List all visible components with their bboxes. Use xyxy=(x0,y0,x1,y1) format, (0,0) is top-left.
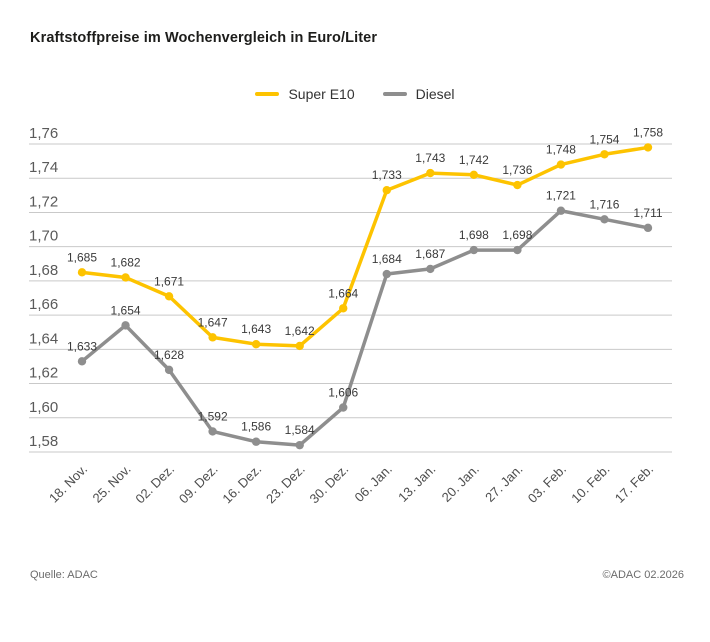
data-point-label-diesel: 1,698 xyxy=(502,228,532,242)
data-point-label-diesel: 1,711 xyxy=(633,206,662,220)
data-point-label-super-e10: 1,643 xyxy=(241,322,271,336)
data-point-super-e10 xyxy=(556,160,566,169)
x-axis-tick-label: 09. Dez. xyxy=(176,462,221,507)
data-point-diesel xyxy=(164,365,174,375)
data-point-label-super-e10: 1,733 xyxy=(372,168,402,182)
source-label: Quelle: ADAC xyxy=(30,569,98,581)
x-axis-tick-label: 02. Dez. xyxy=(132,462,177,507)
y-axis-tick-label: 1,74 xyxy=(29,159,58,176)
data-point-diesel xyxy=(339,403,348,412)
data-point-diesel xyxy=(77,357,87,366)
y-axis-tick-label: 1,68 xyxy=(29,262,58,279)
data-point-label-diesel: 1,698 xyxy=(459,228,489,242)
copyright-label: ©ADAC 02.2026 xyxy=(602,569,685,581)
legend-swatch-super-e10 xyxy=(255,92,280,96)
data-point-super-e10 xyxy=(164,292,174,301)
data-point-label-diesel: 1,654 xyxy=(111,303,141,317)
y-axis-tick-label: 1,64 xyxy=(29,330,58,347)
x-axis-tick-label: 23. Dez. xyxy=(263,462,308,507)
chart-svg: 1,58 1,60 1,62 1,64 1,66 1,68 1,70 1,72 1,74 1,76… xyxy=(29,125,672,507)
legend-item-super-e10: Super E10 xyxy=(255,86,355,102)
data-point-label-super-e10: 1,754 xyxy=(589,132,619,146)
data-point-super-e10 xyxy=(339,304,348,313)
x-axis-tick-label: 27. Jan. xyxy=(482,462,525,505)
x-axis-tick-label: 16. Dez. xyxy=(219,462,264,507)
data-point-label-super-e10: 1,743 xyxy=(415,151,445,165)
data-point-label-diesel: 1,687 xyxy=(415,247,445,261)
data-point-label-super-e10: 1,736 xyxy=(502,163,532,177)
data-point-super-e10 xyxy=(251,340,261,349)
data-point-diesel xyxy=(556,206,566,215)
data-point-super-e10 xyxy=(513,180,522,190)
data-point-label-super-e10: 1,647 xyxy=(198,315,228,329)
data-point-label-diesel: 1,684 xyxy=(372,252,402,266)
legend-swatch-diesel xyxy=(382,92,407,96)
y-axis-tick-label: 1,66 xyxy=(29,296,58,313)
data-point-label-super-e10: 1,682 xyxy=(111,255,141,269)
y-axis-tick-label: 1,62 xyxy=(29,365,58,382)
data-point-label-diesel: 1,628 xyxy=(154,348,184,362)
data-point-label-super-e10: 1,685 xyxy=(67,250,97,264)
y-axis-tick-label: 1,70 xyxy=(29,228,58,245)
y-axis-tick-label: 1,58 xyxy=(29,433,58,450)
x-axis-tick-label: 20. Jan. xyxy=(439,462,482,505)
data-point-diesel xyxy=(513,245,522,255)
y-axis-tick-label: 1,76 xyxy=(29,125,58,142)
chart-legend: Super E10 Diesel xyxy=(0,86,710,102)
data-point-label-diesel: 1,584 xyxy=(285,423,315,437)
chart-footer: Quelle: ADAC ©ADAC 02.2026 xyxy=(30,569,684,581)
data-point-label-super-e10: 1,748 xyxy=(546,143,576,157)
legend-item-diesel: Diesel xyxy=(382,86,455,102)
x-axis-tick-label: 10. Feb. xyxy=(568,462,612,506)
data-point-label-super-e10: 1,742 xyxy=(459,153,489,167)
data-point-label-super-e10: 1,671 xyxy=(154,274,184,288)
data-point-label-super-e10: 1,642 xyxy=(285,324,315,338)
data-point-diesel xyxy=(382,269,391,279)
legend-label-diesel: Diesel xyxy=(415,86,455,102)
data-point-diesel xyxy=(600,215,609,224)
data-point-diesel xyxy=(208,427,217,436)
y-axis-tick-label: 1,60 xyxy=(29,399,58,416)
data-point-diesel xyxy=(295,440,304,450)
x-axis-tick-label: 18. Nov. xyxy=(46,462,90,506)
series-line-super-e10 xyxy=(80,145,650,348)
data-point-label-diesel: 1,633 xyxy=(67,339,97,353)
data-point-super-e10 xyxy=(208,333,217,342)
x-axis-tick-label: 30. Dez. xyxy=(307,462,352,507)
data-point-super-e10 xyxy=(77,268,87,277)
data-point-diesel xyxy=(426,264,435,274)
data-point-label-super-e10: 1,758 xyxy=(633,125,663,139)
data-point-label-diesel: 1,606 xyxy=(328,386,358,400)
data-point-super-e10 xyxy=(600,150,609,159)
chart-title: Kraftstoffpreise im Wochenvergleich in E… xyxy=(30,30,378,46)
data-point-label-diesel: 1,716 xyxy=(589,197,619,211)
y-axis-tick-label: 1,72 xyxy=(29,193,58,210)
x-axis-tick-label: 25. Nov. xyxy=(89,462,133,506)
data-point-label-diesel: 1,586 xyxy=(241,420,271,434)
data-point-super-e10 xyxy=(382,186,391,195)
data-point-label-super-e10: 1,664 xyxy=(328,286,358,300)
x-axis-tick-label: 17. Feb. xyxy=(612,462,656,506)
legend-label-super-e10: Super E10 xyxy=(288,86,355,102)
series-line-diesel xyxy=(80,208,650,447)
data-point-super-e10 xyxy=(295,341,304,351)
data-point-super-e10 xyxy=(469,170,479,179)
data-point-diesel xyxy=(121,321,130,330)
data-point-diesel xyxy=(643,223,653,233)
x-axis-tick-label: 13. Jan. xyxy=(395,462,438,505)
data-point-super-e10 xyxy=(121,273,130,282)
x-axis-tick-label: 03. Feb. xyxy=(525,462,569,506)
data-point-diesel xyxy=(251,437,261,446)
data-point-diesel xyxy=(469,245,479,255)
x-axis-tick-label: 06. Jan. xyxy=(352,462,395,505)
data-point-label-diesel: 1,721 xyxy=(546,189,576,203)
data-point-super-e10 xyxy=(426,168,435,178)
data-point-label-diesel: 1,592 xyxy=(198,409,228,423)
data-point-super-e10 xyxy=(643,143,653,152)
